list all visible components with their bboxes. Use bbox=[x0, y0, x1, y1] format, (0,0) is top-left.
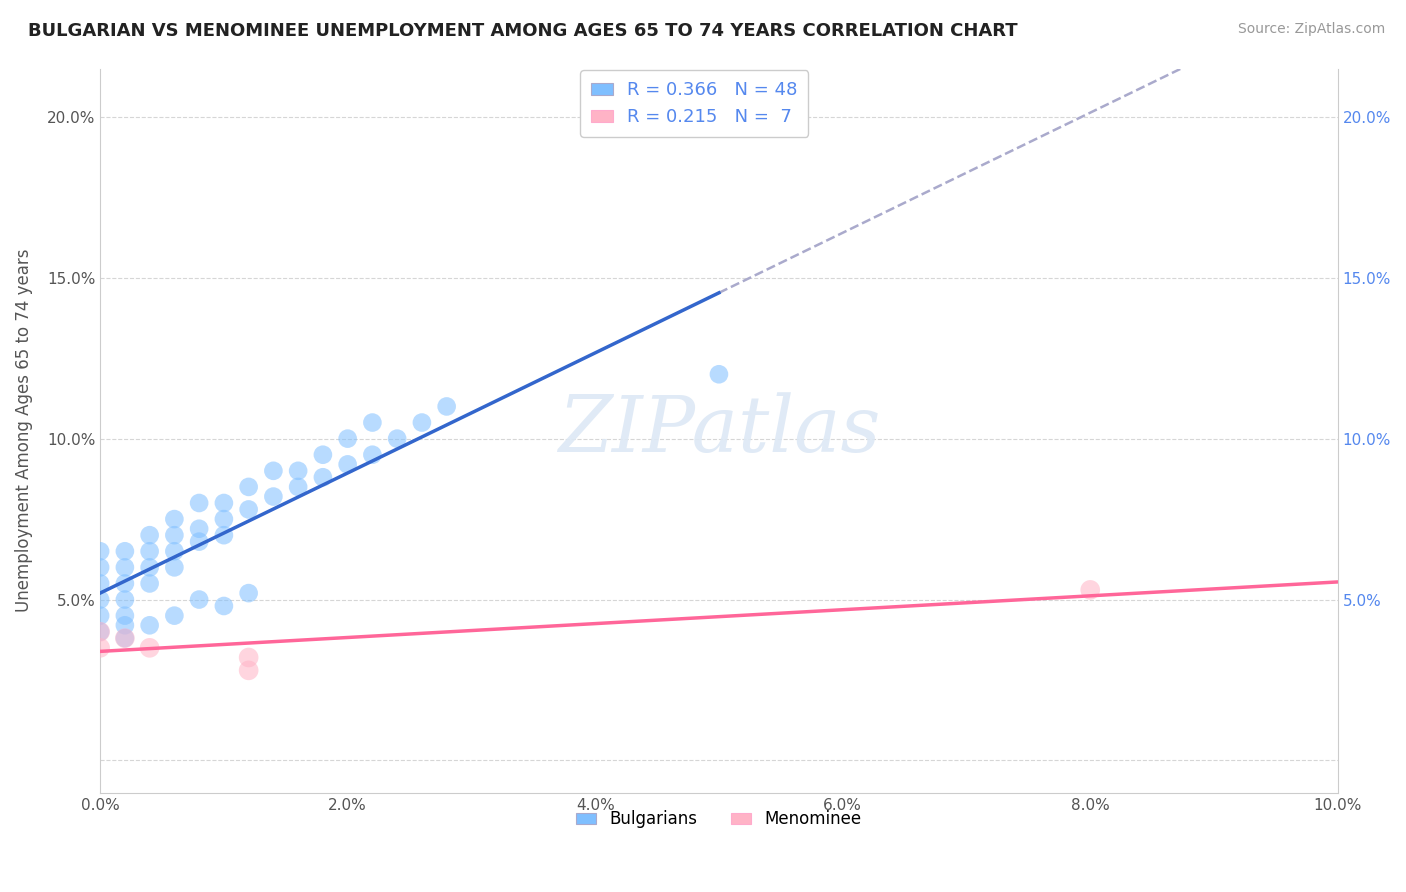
Point bbox=[163, 608, 186, 623]
Point bbox=[138, 560, 160, 574]
Point bbox=[114, 631, 136, 645]
Point bbox=[312, 470, 335, 484]
Point bbox=[238, 586, 260, 600]
Text: ZIPatlas: ZIPatlas bbox=[558, 392, 880, 468]
Point bbox=[336, 432, 359, 446]
Point bbox=[89, 624, 111, 639]
Y-axis label: Unemployment Among Ages 65 to 74 years: Unemployment Among Ages 65 to 74 years bbox=[15, 249, 32, 612]
Text: Source: ZipAtlas.com: Source: ZipAtlas.com bbox=[1237, 22, 1385, 37]
Text: BULGARIAN VS MENOMINEE UNEMPLOYMENT AMONG AGES 65 TO 74 YEARS CORRELATION CHART: BULGARIAN VS MENOMINEE UNEMPLOYMENT AMON… bbox=[28, 22, 1018, 40]
Point bbox=[114, 592, 136, 607]
Point bbox=[89, 624, 111, 639]
Point bbox=[89, 544, 111, 558]
Point bbox=[188, 522, 211, 536]
Point bbox=[1078, 582, 1101, 597]
Point bbox=[138, 544, 160, 558]
Point bbox=[262, 464, 284, 478]
Point bbox=[89, 608, 111, 623]
Point bbox=[287, 464, 309, 478]
Point bbox=[114, 560, 136, 574]
Point bbox=[262, 490, 284, 504]
Point bbox=[114, 576, 136, 591]
Point bbox=[114, 608, 136, 623]
Point bbox=[89, 640, 111, 655]
Point bbox=[138, 618, 160, 632]
Point bbox=[212, 599, 235, 613]
Point bbox=[212, 528, 235, 542]
Point bbox=[212, 496, 235, 510]
Point bbox=[89, 592, 111, 607]
Point bbox=[114, 618, 136, 632]
Point bbox=[163, 528, 186, 542]
Point bbox=[436, 400, 458, 414]
Point bbox=[188, 534, 211, 549]
Point bbox=[188, 496, 211, 510]
Point bbox=[163, 512, 186, 526]
Point bbox=[114, 544, 136, 558]
Point bbox=[138, 528, 160, 542]
Point bbox=[287, 480, 309, 494]
Point bbox=[385, 432, 408, 446]
Point bbox=[238, 664, 260, 678]
Point bbox=[336, 458, 359, 472]
Point bbox=[138, 640, 160, 655]
Point bbox=[361, 448, 384, 462]
Point bbox=[707, 368, 730, 382]
Point bbox=[163, 560, 186, 574]
Point bbox=[238, 502, 260, 516]
Point bbox=[238, 480, 260, 494]
Legend: Bulgarians, Menominee: Bulgarians, Menominee bbox=[569, 804, 868, 835]
Point bbox=[212, 512, 235, 526]
Point bbox=[114, 631, 136, 645]
Point bbox=[89, 560, 111, 574]
Point bbox=[361, 416, 384, 430]
Point bbox=[238, 650, 260, 665]
Point bbox=[89, 576, 111, 591]
Point bbox=[163, 544, 186, 558]
Point bbox=[138, 576, 160, 591]
Point bbox=[411, 416, 433, 430]
Point bbox=[312, 448, 335, 462]
Point bbox=[188, 592, 211, 607]
